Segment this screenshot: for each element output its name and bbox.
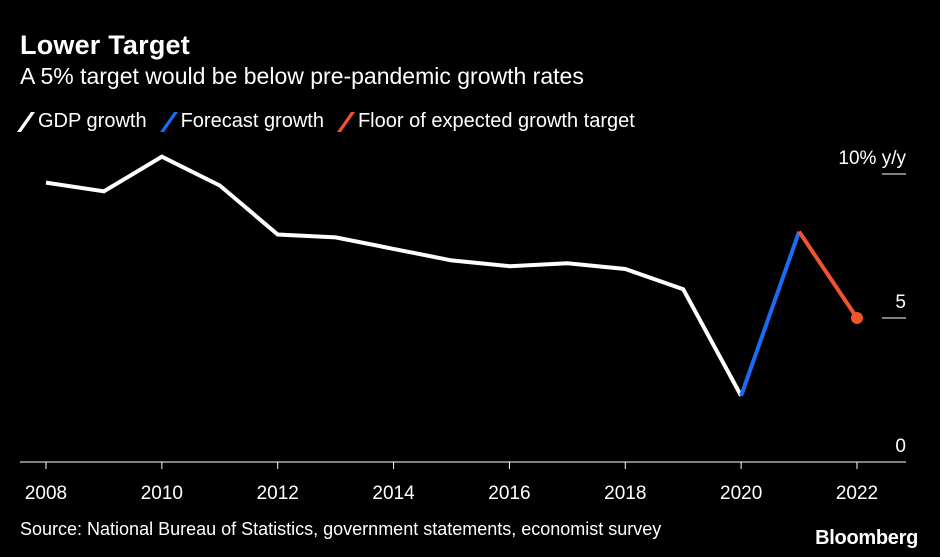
legend-item-floor: Floor of expected growth target xyxy=(336,110,635,133)
x-tick-label-2020: 2020 xyxy=(720,483,762,504)
x-tick-label-2008: 2008 xyxy=(25,483,67,504)
y-tick-label-5: 5 xyxy=(895,292,906,313)
x-tick-label-2012: 2012 xyxy=(257,483,299,504)
x-tick-label-2014: 2014 xyxy=(372,483,415,504)
chart-subtitle: A 5% target would be below pre-pandemic … xyxy=(20,63,584,89)
chart-legend: GDP growth Forecast growth Floor of expe… xyxy=(16,110,651,133)
legend-label-forecast: Forecast growth xyxy=(180,110,324,132)
x-tick-label-2016: 2016 xyxy=(488,483,530,504)
bloomberg-logo: Bloomberg xyxy=(815,527,918,549)
source-note: Source: National Bureau of Statistics, g… xyxy=(20,519,662,539)
legend-label-floor: Floor of expected growth target xyxy=(357,110,635,132)
legend-item-gdp: GDP growth xyxy=(16,110,147,133)
chart-title: Lower Target xyxy=(20,30,190,60)
y-tick-label-0: 0 xyxy=(895,436,906,457)
legend-label-gdp: GDP growth xyxy=(38,110,147,132)
y-tick-label-10: 10% y/y xyxy=(838,148,906,169)
x-tick-label-2022: 2022 xyxy=(836,483,878,504)
gdp-growth-line xyxy=(45,154,743,397)
forecast-growth-line xyxy=(739,230,801,397)
floor-target-line xyxy=(797,230,859,320)
x-tick-label-2018: 2018 xyxy=(604,483,646,504)
x-tick-label-2010: 2010 xyxy=(141,483,183,504)
legend-item-forecast: Forecast growth xyxy=(159,110,324,133)
floor-target-endpoint xyxy=(851,312,863,324)
